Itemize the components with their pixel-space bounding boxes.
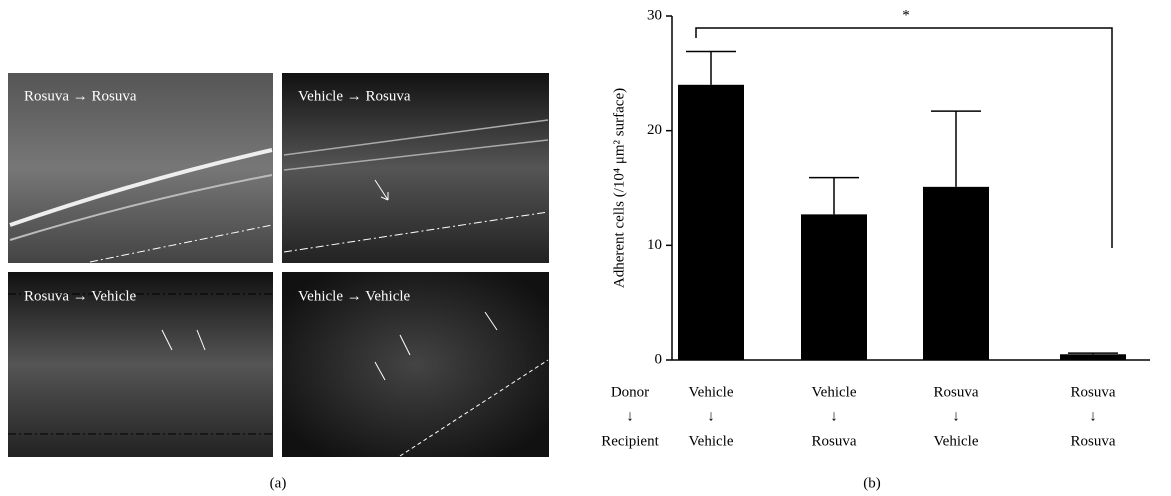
row-label: Donor: [611, 384, 649, 400]
y-tick-label: 20: [647, 122, 662, 138]
y-tick-label: 30: [647, 7, 662, 23]
panel-label: (b): [863, 475, 881, 491]
micrograph: [282, 272, 549, 457]
image-label: Rosuva → Rosuva: [24, 88, 137, 104]
x-tick-arrow: ↓: [707, 408, 715, 424]
micrograph: [8, 73, 273, 263]
x-tick-arrow: ↓: [952, 408, 960, 424]
x-tick-label: Vehicle: [812, 384, 857, 400]
row-arrow: ↓: [626, 408, 634, 424]
bar: [923, 186, 989, 360]
micrographs: Rosuva → Rosuva Vehicle → Rosuva Rosuva …: [8, 73, 549, 457]
bar: [678, 84, 744, 361]
micrograph: [8, 272, 273, 457]
x-tick-arrow: ↓: [830, 408, 838, 424]
image-label: Vehicle → Vehicle: [298, 288, 411, 304]
micrograph: [282, 73, 549, 263]
bar: [1060, 354, 1126, 360]
panel-label: (a): [270, 475, 287, 491]
x-tick-label: Rosuva: [934, 384, 979, 400]
x-tick-label: Vehicle: [934, 433, 979, 449]
y-tick-label: 0: [655, 351, 663, 367]
image-label: Rosuva → Vehicle: [24, 288, 137, 304]
row-label: Recipient: [601, 433, 659, 449]
x-tick-label: Rosuva: [812, 433, 857, 449]
x-tick-label: Rosuva: [1071, 433, 1116, 449]
image-label: Vehicle → Rosuva: [298, 88, 411, 104]
bar: [801, 214, 867, 360]
x-tick-arrow: ↓: [1089, 408, 1097, 424]
significance-label: *: [902, 7, 910, 23]
x-tick-label: Vehicle: [689, 384, 734, 400]
significance-bracket: [695, 27, 1113, 248]
x-tick-label: Vehicle: [689, 433, 734, 449]
y-axis-label: Adherent cells (/10⁴ μm² surface): [611, 88, 627, 288]
y-tick-label: 10: [647, 237, 662, 253]
x-tick-label: Rosuva: [1071, 384, 1116, 400]
